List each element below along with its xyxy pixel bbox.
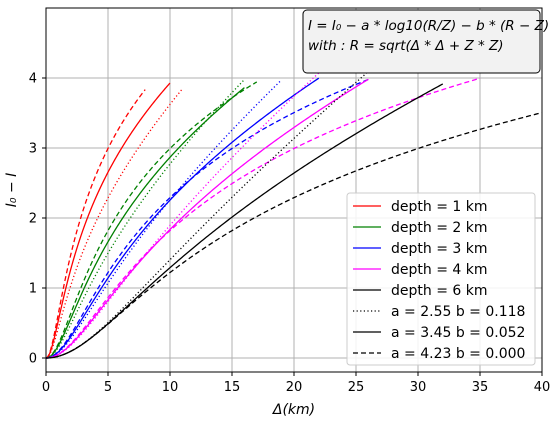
legend-frame (346, 192, 536, 366)
x-tick-label: 20 (286, 380, 303, 395)
legend-label: depth = 6 km (391, 283, 487, 299)
series-line-depth-4-solid (45, 78, 369, 359)
series-line-depth-4-dotted (45, 27, 369, 359)
series-line-depth-3-dotted (45, 79, 283, 359)
x-tick-label: 30 (410, 380, 427, 395)
legend-label: a = 2.55 b = 0.118 (391, 304, 525, 320)
x-tick-label: 40 (534, 380, 551, 395)
legend-label: a = 3.45 b = 0.052 (391, 325, 525, 341)
y-tick-label: 0 (29, 352, 37, 367)
legend-items: depth = 1 km depth = 2 km depth = 3 km dept… (353, 199, 525, 362)
x-tick-label: 10 (162, 380, 179, 395)
x-tick-label: 5 (104, 380, 112, 395)
series-line-depth-3-dashed (45, 78, 369, 359)
ticks-layer: 0 5 10 15 20 25 30 35 40 0 1 2 3 4 (29, 72, 551, 396)
x-axis-label: Δ(km) (272, 402, 315, 418)
legend: depth = 1 km depth = 2 km depth = 3 km dept… (346, 192, 536, 366)
series-line-depth-3-solid (45, 77, 320, 359)
series-line-depth-6-solid (45, 83, 444, 359)
series-line-depth-2-dashed (45, 81, 258, 359)
legend-label: depth = 2 km (391, 220, 487, 236)
x-tick-label: 15 (224, 380, 241, 395)
y-tick-label: 4 (29, 72, 37, 87)
legend-label: a = 4.23 b = 0.000 (391, 346, 525, 362)
x-tick-label: 35 (472, 380, 489, 395)
y-axis-label: I₀ − I (4, 173, 20, 208)
series-line-depth-1-dashed (45, 89, 146, 359)
series-line-depth-2-solid (45, 87, 245, 359)
legend-label: depth = 4 km (391, 262, 487, 278)
series-line-depth-1-solid (45, 82, 171, 359)
y-tick-label: 3 (29, 142, 37, 157)
x-tick-label: 0 (42, 380, 50, 395)
x-tick-label: 25 (348, 380, 365, 395)
legend-label: depth = 3 km (391, 241, 487, 257)
series-line-depth-4-dashed (45, 77, 481, 359)
y-tick-label: 1 (29, 282, 37, 297)
series-line-depth-2-dotted (45, 79, 245, 359)
legend-label: depth = 1 km (391, 199, 487, 215)
series-layer (45, 27, 543, 359)
formula-box-frame (302, 9, 541, 74)
series-line-depth-6-dashed (45, 111, 543, 359)
formula-line-2: with : R = sqrt(Δ * Δ + Z * Z) (308, 38, 504, 54)
formula-line-1: I = I₀ − a * log10(R/Z) − b * (R − Z) (308, 18, 549, 34)
y-tick-label: 2 (29, 212, 37, 227)
formula-box: I = I₀ − a * log10(R/Z) − b * (R − Z) wi… (302, 9, 549, 74)
